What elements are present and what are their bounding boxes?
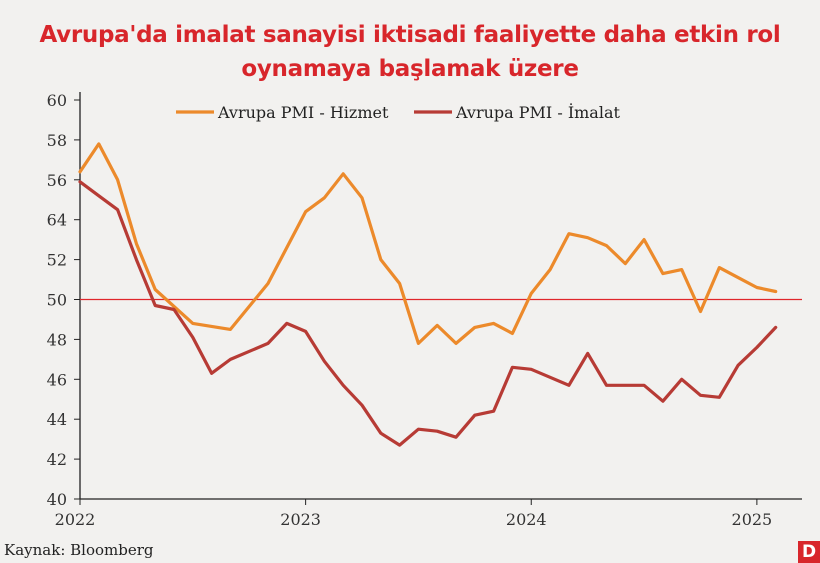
y-tick-label: 44 — [47, 410, 67, 429]
y-tick-label: 50 — [47, 291, 67, 310]
y-tick-label: 60 — [47, 91, 67, 110]
series-line-hizmet — [78, 142, 778, 345]
legend-label: Avrupa PMI - İmalat — [455, 102, 621, 122]
y-tick-label: 58 — [47, 131, 67, 150]
y-tick-label: 48 — [47, 330, 67, 349]
y-tick-label: 64 — [47, 211, 67, 230]
series-group — [78, 142, 778, 447]
x-tick-label: 2022 — [55, 510, 96, 529]
x-tick-label: 2024 — [506, 510, 547, 529]
x-tick-label: 2023 — [280, 510, 321, 529]
y-tick-label: 46 — [47, 370, 67, 389]
legend-label: Avrupa PMI - Hizmet — [217, 103, 389, 122]
publisher-logo: D — [798, 541, 820, 563]
y-tick-label: 52 — [47, 251, 67, 270]
y-axis-ticks: 40 42 44 46 48 50 52 64 56 58 60 — [47, 91, 80, 509]
y-tick-label: 40 — [47, 490, 67, 509]
series-line-imalat — [78, 180, 778, 447]
y-tick-label: 56 — [47, 171, 67, 190]
axes — [79, 92, 802, 500]
x-axis-ticks: 2022 2023 2024 2025 — [55, 499, 773, 529]
chart-title-line-1: Avrupa'da imalat sanayisi iktisadi faali… — [39, 22, 781, 48]
chart-title-line-2: oynamaya başlamak üzere — [241, 56, 579, 82]
x-tick-label: 2025 — [732, 510, 773, 529]
legend: Avrupa PMI - Hizmet Avrupa PMI - İmalat — [176, 102, 621, 122]
y-tick-label: 42 — [47, 450, 67, 469]
chart-title: Avrupa'da imalat sanayisi iktisadi faali… — [0, 18, 820, 86]
source-note: Kaynak: Bloomberg — [4, 541, 154, 559]
